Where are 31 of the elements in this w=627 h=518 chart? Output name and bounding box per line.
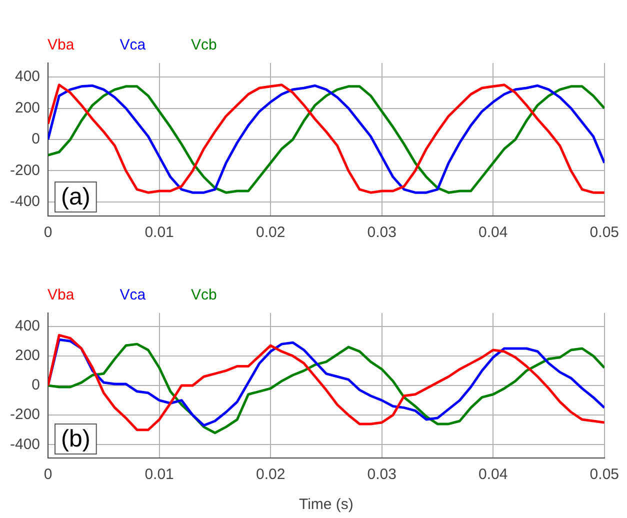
- x-tick-label: 0.01: [144, 466, 174, 484]
- text: Vba: [48, 36, 75, 54]
- x-tick-label: 0.01: [144, 224, 174, 242]
- y-tick-label: -200: [10, 406, 40, 424]
- x-tick-label: 0.03: [367, 224, 396, 242]
- y-tick-label: -400: [10, 193, 40, 210]
- x-tick-label: 0.05: [590, 466, 620, 484]
- y-tick-label: -200: [10, 162, 40, 179]
- y-tick-label: 0: [32, 376, 40, 394]
- text: Vcb: [191, 286, 217, 304]
- y-tick-label: 0: [32, 130, 40, 148]
- x-tick-label: 0.04: [478, 466, 508, 484]
- x-axis-title: Time (s): [298, 496, 354, 514]
- text: Vcb: [191, 36, 217, 54]
- x-tick-label: 0.02: [256, 224, 286, 242]
- text: Vba: [48, 286, 75, 304]
- text: Vca: [120, 286, 146, 304]
- x-tick-label: 0: [44, 224, 52, 242]
- y-tick-label: 200: [14, 347, 40, 364]
- y-tick-label: -400: [10, 436, 40, 453]
- text: Vca: [120, 36, 146, 54]
- annotation: (a): [61, 184, 90, 211]
- x-tick-label: 0.02: [256, 466, 286, 484]
- x-tick-label: 0.04: [478, 224, 508, 242]
- annotation: (b): [61, 426, 90, 453]
- x-tick-label: 0: [44, 466, 52, 484]
- y-tick-label: 200: [14, 99, 40, 116]
- x-tick-label: 0.03: [367, 466, 396, 484]
- y-tick-label: 400: [14, 317, 40, 334]
- y-tick-label: 400: [14, 68, 40, 86]
- x-tick-label: 0.05: [590, 224, 620, 242]
